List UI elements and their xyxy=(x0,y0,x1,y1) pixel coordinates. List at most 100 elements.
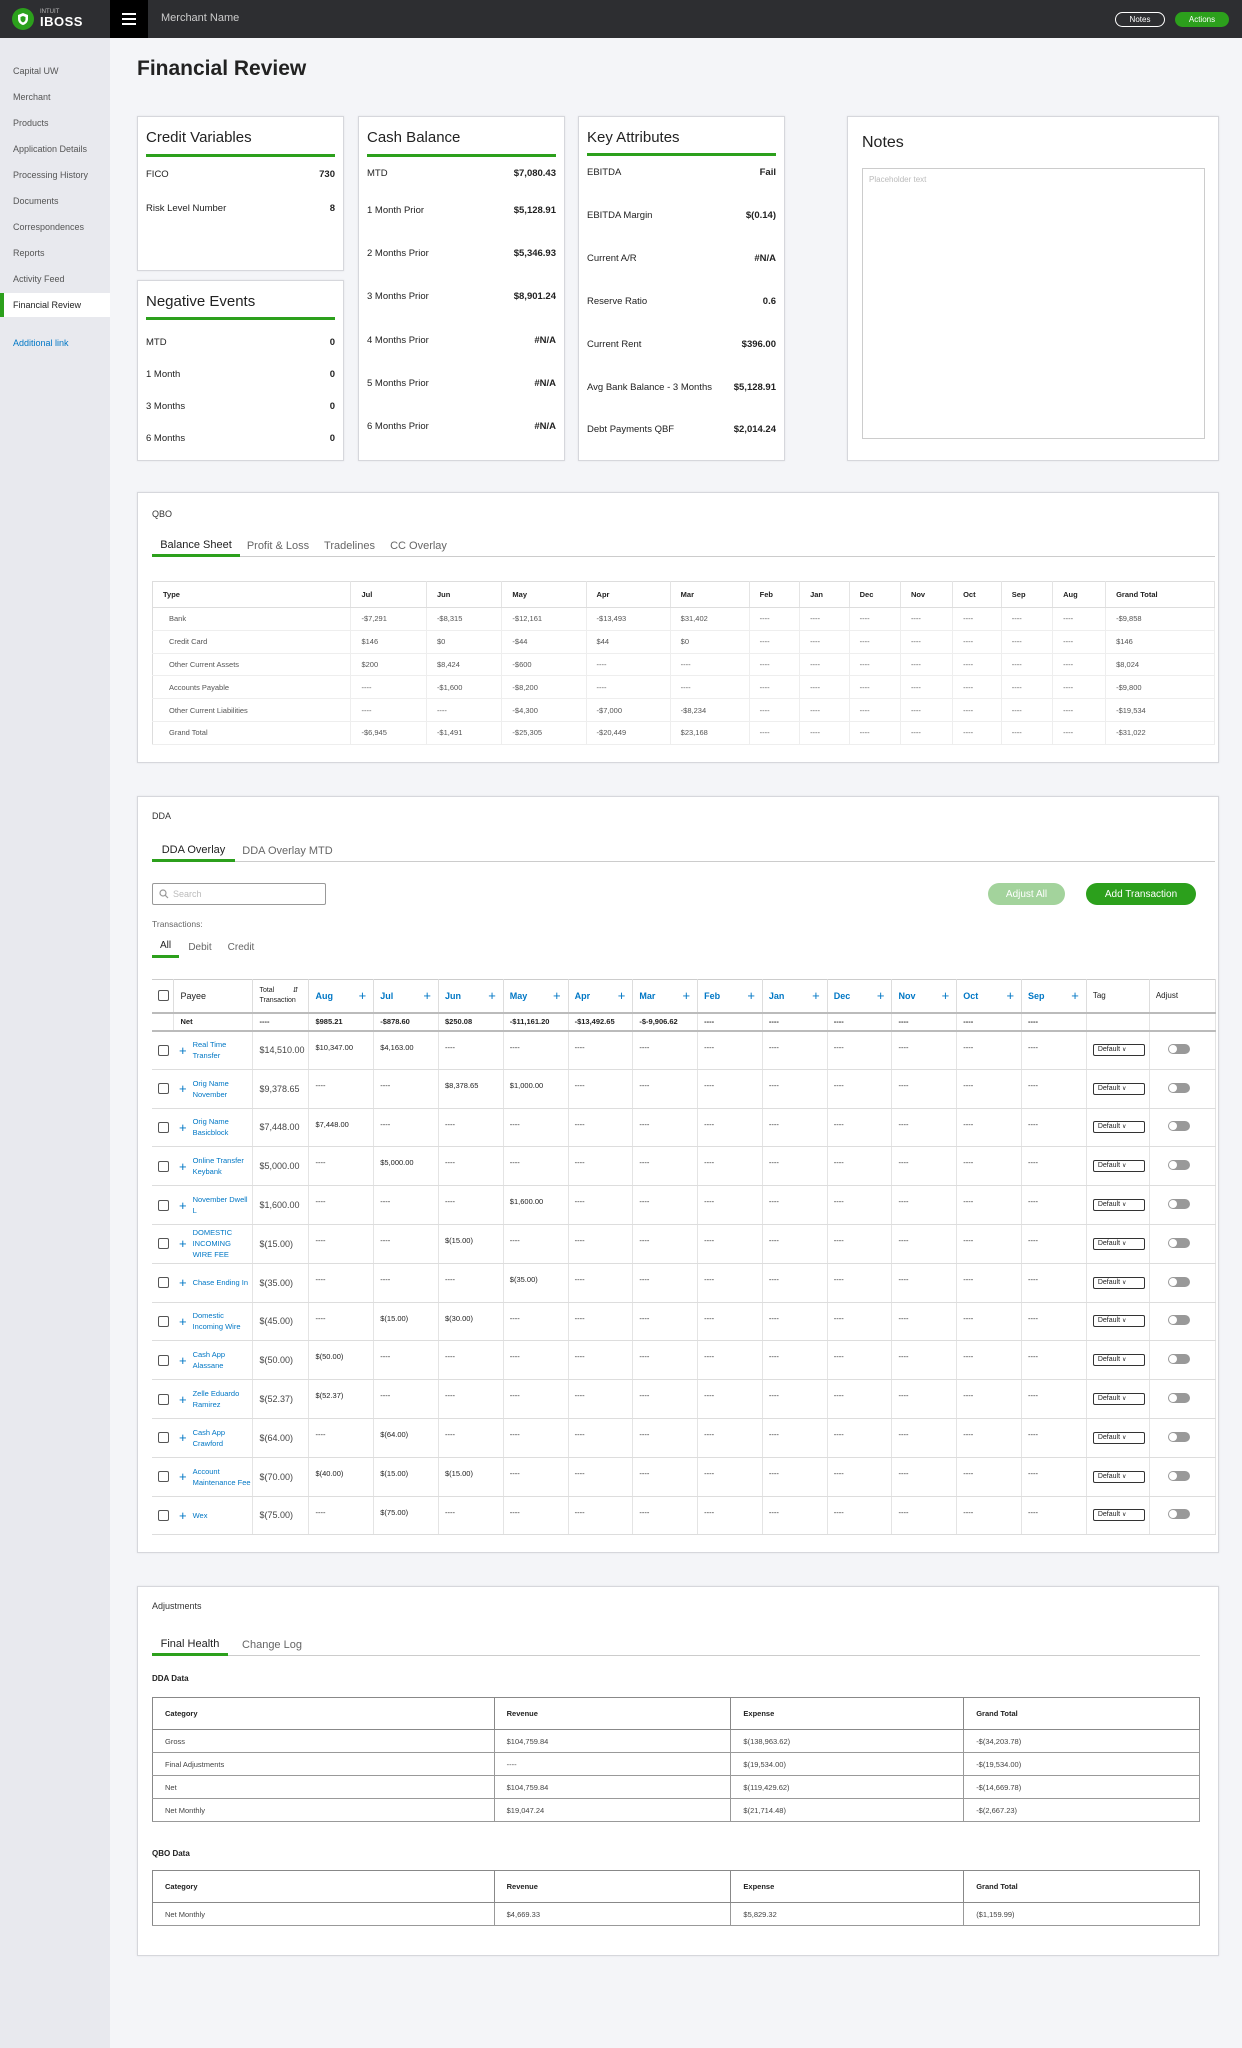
row-checkbox[interactable] xyxy=(158,1277,169,1289)
sidebar-item-financial-review[interactable]: Financial Review xyxy=(0,293,110,317)
sidebar-item-reports[interactable]: Reports xyxy=(13,248,45,258)
sidebar-item-capital-uw[interactable]: Capital UW xyxy=(13,66,59,76)
tag-dropdown[interactable]: Default ∨ xyxy=(1092,1354,1145,1367)
filter-credit[interactable]: Credit xyxy=(227,941,255,953)
add-column-icon[interactable]: + xyxy=(812,988,820,1003)
add-column-icon[interactable]: + xyxy=(941,988,950,1003)
add-transaction-button[interactable]: Add Transaction xyxy=(1086,883,1196,905)
expand-row-icon[interactable]: + xyxy=(178,1042,187,1058)
expand-row-icon[interactable]: + xyxy=(178,1507,187,1523)
tab-profit-loss[interactable]: Profit & Loss xyxy=(246,540,310,552)
sidebar-item-documents[interactable]: Documents xyxy=(13,196,59,206)
row-checkbox[interactable] xyxy=(158,1160,169,1172)
tag-dropdown[interactable]: Default ∨ xyxy=(1092,1431,1145,1444)
filter-all[interactable]: All xyxy=(152,936,179,958)
row-select[interactable] xyxy=(152,1263,174,1303)
row-checkbox[interactable] xyxy=(158,1121,169,1133)
add-column-icon[interactable]: + xyxy=(1071,988,1079,1003)
search-input[interactable]: Search xyxy=(152,883,326,905)
sidebar-additional-link[interactable]: Additional link xyxy=(13,338,69,348)
expand-row-icon[interactable]: + xyxy=(178,1119,187,1135)
expand-row-icon[interactable]: + xyxy=(178,1197,187,1213)
sidebar-item-processing-history[interactable]: Processing History xyxy=(13,170,89,180)
adjust-toggle[interactable] xyxy=(1167,1160,1190,1171)
expand-row-icon[interactable]: + xyxy=(178,1313,187,1329)
row-select[interactable] xyxy=(152,1185,174,1225)
sidebar-item-products[interactable]: Products xyxy=(13,118,49,128)
row-checkbox[interactable] xyxy=(158,1199,169,1211)
total-transaction-header[interactable]: Total Transaction ⇵ xyxy=(252,979,310,1014)
payee-link[interactable]: DOMESTIC INCOMING WIRE FEE xyxy=(192,1228,233,1260)
notes-button[interactable]: Notes xyxy=(1115,12,1165,27)
tab-balance-sheet[interactable]: Balance Sheet xyxy=(152,535,240,557)
row-select[interactable] xyxy=(152,1418,174,1458)
add-column-icon[interactable]: + xyxy=(682,988,691,1003)
tag-dropdown[interactable]: Default ∨ xyxy=(1092,1470,1145,1483)
month-header-jan[interactable]: Jan + xyxy=(762,979,828,1014)
payee-link[interactable]: Real Time Transfer xyxy=(192,1040,227,1061)
app-logo[interactable]: INTUIT IBOSS xyxy=(0,0,110,38)
adjust-toggle[interactable] xyxy=(1167,1276,1190,1287)
tag-dropdown[interactable]: Default ∨ xyxy=(1092,1199,1145,1212)
filter-debit[interactable]: Debit xyxy=(188,941,212,953)
row-select[interactable] xyxy=(152,1379,174,1419)
adjust-toggle[interactable] xyxy=(1167,1237,1190,1248)
adjust-toggle[interactable] xyxy=(1167,1431,1190,1442)
expand-row-icon[interactable]: + xyxy=(178,1469,187,1485)
notes-textarea[interactable]: Placeholder text xyxy=(862,168,1205,439)
add-column-icon[interactable]: + xyxy=(488,988,496,1003)
row-checkbox[interactable] xyxy=(158,1315,169,1327)
tag-dropdown[interactable]: Default ∨ xyxy=(1092,1044,1145,1057)
tab-dda-overlay[interactable]: DDA Overlay xyxy=(152,840,235,862)
payee-link[interactable]: Zelle Eduardo Ramirez xyxy=(192,1389,240,1410)
row-checkbox[interactable] xyxy=(158,1471,169,1483)
adjust-toggle[interactable] xyxy=(1167,1354,1190,1365)
payee-link[interactable]: Orig Name November xyxy=(192,1078,229,1099)
tag-dropdown[interactable]: Default ∨ xyxy=(1092,1315,1145,1328)
expand-row-icon[interactable]: + xyxy=(178,1236,187,1252)
adjust-toggle[interactable] xyxy=(1167,1121,1190,1132)
month-header-oct[interactable]: Oct + xyxy=(956,979,1023,1014)
add-column-icon[interactable]: + xyxy=(423,988,432,1003)
row-checkbox[interactable] xyxy=(158,1393,169,1405)
tag-dropdown[interactable]: Default ∨ xyxy=(1092,1509,1145,1522)
month-header-may[interactable]: May + xyxy=(503,979,569,1014)
month-header-feb[interactable]: Feb + xyxy=(697,979,763,1014)
adjust-toggle[interactable] xyxy=(1167,1509,1190,1520)
tab-dda-overlay-mtd[interactable]: DDA Overlay MTD xyxy=(242,845,333,857)
add-column-icon[interactable]: + xyxy=(617,988,626,1003)
row-select[interactable] xyxy=(152,1069,174,1109)
month-header-dec[interactable]: Dec + xyxy=(827,979,893,1014)
payee-link[interactable]: Online Transfer Keybank xyxy=(192,1156,244,1177)
adjust-all-button[interactable]: Adjust All xyxy=(988,883,1065,905)
tab-final-health[interactable]: Final Health xyxy=(152,1634,228,1656)
expand-row-icon[interactable]: + xyxy=(178,1081,187,1097)
payee-link[interactable]: Chase Ending In xyxy=(192,1278,249,1288)
tag-dropdown[interactable]: Default ∨ xyxy=(1092,1082,1145,1095)
row-checkbox[interactable] xyxy=(158,1083,169,1095)
tag-dropdown[interactable]: Default ∨ xyxy=(1092,1237,1145,1250)
month-header-aug[interactable]: Aug + xyxy=(308,979,375,1014)
row-checkbox[interactable] xyxy=(158,1509,169,1521)
payee-link[interactable]: Cash App Alassane xyxy=(192,1350,226,1371)
expand-row-icon[interactable]: + xyxy=(178,1158,187,1174)
sidebar-item-application-details[interactable]: Application Details xyxy=(13,144,88,154)
payee-link[interactable]: Cash App Crawford xyxy=(192,1427,226,1448)
adjust-toggle[interactable] xyxy=(1167,1082,1190,1093)
row-select[interactable] xyxy=(152,1108,174,1148)
month-header-jun[interactable]: Jun + xyxy=(438,979,504,1014)
month-header-nov[interactable]: Nov + xyxy=(891,979,958,1014)
tag-dropdown[interactable]: Default ∨ xyxy=(1092,1121,1145,1134)
tag-dropdown[interactable]: Default ∨ xyxy=(1092,1393,1145,1406)
adjust-toggle[interactable] xyxy=(1167,1393,1190,1404)
row-select[interactable] xyxy=(152,1340,174,1381)
adjust-toggle[interactable] xyxy=(1167,1315,1190,1326)
adjust-toggle[interactable] xyxy=(1167,1044,1190,1055)
row-checkbox[interactable] xyxy=(158,1238,169,1250)
sidebar-item-merchant[interactable]: Merchant xyxy=(13,92,51,102)
add-column-icon[interactable]: + xyxy=(747,988,755,1003)
row-checkbox[interactable] xyxy=(158,1432,169,1444)
sidebar-item-correspondences[interactable]: Correspondences xyxy=(13,222,85,232)
expand-row-icon[interactable]: + xyxy=(178,1430,187,1446)
expand-row-icon[interactable]: + xyxy=(178,1391,187,1407)
